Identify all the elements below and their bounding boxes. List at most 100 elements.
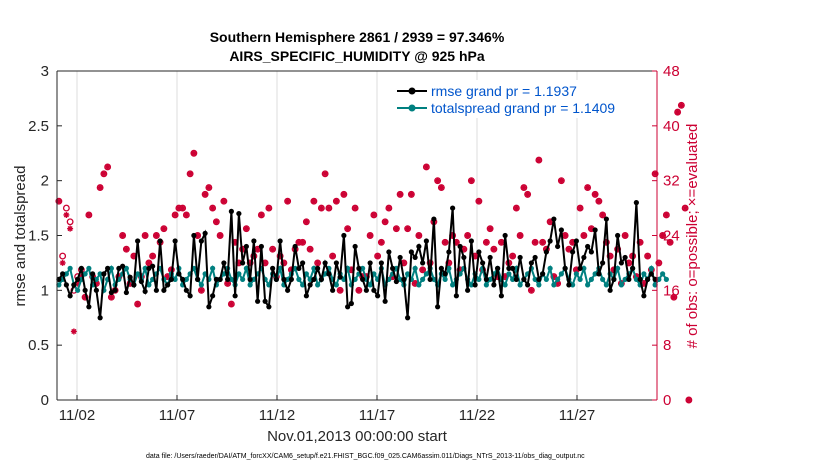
rmse-point — [615, 232, 621, 239]
rmse-point — [483, 276, 489, 282]
totalspread-point — [303, 271, 309, 277]
obs-evaluated-point — [78, 273, 85, 280]
rmse-point — [536, 276, 542, 282]
rmse-point — [375, 293, 381, 299]
obs-evaluated-point — [427, 259, 434, 266]
obs-evaluated-point — [318, 205, 325, 212]
rmse-point — [243, 243, 249, 250]
obs-evaluated-point — [565, 246, 572, 253]
totalspread-point — [311, 265, 317, 271]
rmse-point — [348, 300, 354, 307]
totalspread-point — [285, 276, 291, 282]
y-axis-right-label: # of obs: o=possible; ×=evaluated — [684, 124, 701, 349]
y-left-tick-label: 2 — [41, 173, 49, 190]
obs-evaluated-point — [592, 191, 599, 198]
obs-evaluated-point — [509, 253, 516, 260]
totalspread-point — [618, 282, 624, 288]
obs-evaluated-point — [445, 259, 452, 266]
rmse-point — [453, 293, 459, 299]
obs-evaluated-point — [528, 287, 535, 294]
obs-evaluated-point — [280, 259, 287, 266]
obs-evaluated-point — [243, 225, 250, 232]
totalspread-point — [86, 265, 92, 271]
rmse-point — [547, 238, 553, 244]
obs-evaluated-point — [160, 225, 167, 232]
rmse-point — [86, 304, 92, 310]
rmse-point — [393, 278, 399, 285]
obs-evaluated-point — [494, 273, 501, 280]
obs-evaluated-point — [127, 280, 134, 287]
legend: rmse grand pr = 1.1937 totalspread grand… — [388, 80, 651, 118]
obs-evaluated-point — [220, 198, 227, 205]
totalspread-point — [142, 265, 148, 271]
totalspread-point — [243, 265, 249, 271]
obs-evaluated-point — [269, 246, 276, 253]
obs-evaluated-point — [100, 170, 107, 177]
rmse-point — [232, 293, 238, 299]
totalspread-point — [652, 282, 658, 288]
obs-evaluated-point — [487, 225, 494, 232]
y-right-tick-label: 16 — [663, 282, 680, 299]
obs-evaluated-point — [235, 259, 242, 266]
obs-evaluated-point — [663, 211, 670, 218]
rmse-point — [60, 271, 66, 277]
rmse-point — [116, 265, 122, 271]
rmse-point — [78, 265, 84, 271]
rmse-series — [56, 200, 658, 321]
rmse-point — [611, 276, 617, 282]
obs-evaluated-point — [179, 205, 186, 212]
obs-evaluated-point — [145, 259, 152, 266]
rmse-point — [468, 238, 474, 244]
y-left-tick-label: 1 — [41, 282, 49, 299]
rmse-point — [307, 282, 313, 288]
rmse-point — [592, 227, 598, 233]
rmse-point — [585, 243, 591, 250]
obs-evaluated-point — [434, 177, 441, 184]
obs-evaluated-point — [655, 259, 662, 266]
rmse-point — [416, 243, 422, 250]
y-left-tick-label: 0.5 — [28, 337, 49, 354]
totalspread-point — [108, 265, 114, 271]
rmse-point — [341, 232, 347, 239]
obs-evaluated-point — [142, 232, 149, 239]
totalspread-point — [198, 282, 204, 288]
rmse-point — [202, 230, 208, 236]
obs-evaluated-point — [370, 211, 377, 218]
obs-evaluated-point — [194, 232, 201, 239]
rmse-point — [123, 289, 129, 296]
y-right-tick-label: 8 — [663, 337, 671, 354]
totalspread-point — [397, 276, 403, 282]
rmse-point — [600, 260, 606, 266]
totalspread-point — [468, 282, 474, 288]
obs-evaluated-point — [423, 163, 430, 170]
obs-evaluated-point — [640, 280, 647, 287]
rmse-point — [476, 249, 482, 255]
rmse-point — [390, 265, 396, 271]
rmse-point — [120, 263, 126, 269]
obs-evaluated-point — [554, 280, 561, 287]
rmse-point — [573, 238, 579, 244]
rmse-point — [637, 276, 643, 282]
y-left-tick-label: 3 — [41, 63, 49, 80]
totalspread-point — [506, 271, 512, 277]
rmse-point — [195, 276, 201, 282]
rmse-point — [487, 254, 493, 261]
obs-evaluated-point — [288, 266, 295, 273]
totalspread-point — [405, 271, 411, 277]
obs-evaluated-point — [284, 198, 291, 205]
rmse-point — [333, 260, 339, 266]
rmse-point — [401, 276, 407, 282]
rmse-point — [566, 282, 572, 288]
rmse-point — [382, 298, 388, 304]
totalspread-point — [423, 271, 429, 277]
rmse-point — [532, 254, 538, 261]
y-left-tick-label: 0 — [41, 392, 49, 409]
rmse-point — [165, 282, 171, 288]
obs-evaluated-point — [322, 170, 329, 177]
obs-possible-point — [59, 252, 67, 260]
obs-evaluated-point — [580, 232, 587, 239]
x-tick-label: 11/12 — [259, 407, 295, 424]
obs-evaluated-point — [164, 273, 171, 280]
rmse-point — [176, 271, 182, 277]
